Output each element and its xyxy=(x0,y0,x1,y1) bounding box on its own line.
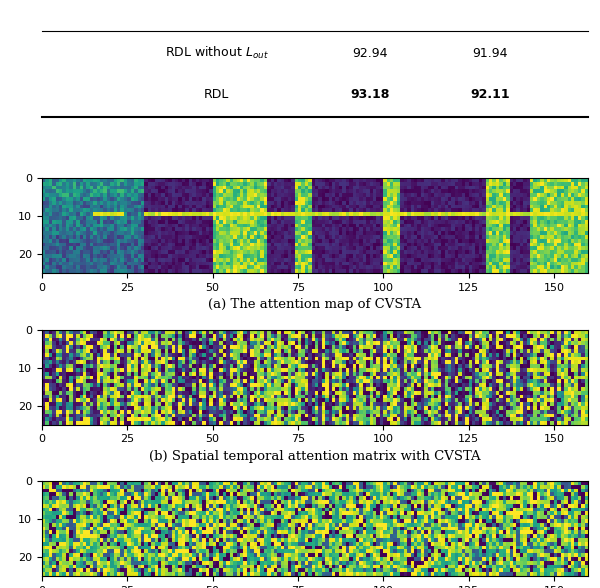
Text: 92.94: 92.94 xyxy=(352,46,388,59)
X-axis label: (a) The attention map of CVSTA: (a) The attention map of CVSTA xyxy=(208,298,422,311)
Text: RDL: RDL xyxy=(204,88,229,101)
X-axis label: (b) Spatial temporal attention matrix with CVSTA: (b) Spatial temporal attention matrix wi… xyxy=(149,450,481,463)
Text: RDL without $L_{out}$: RDL without $L_{out}$ xyxy=(165,45,269,61)
Text: 91.94: 91.94 xyxy=(472,46,508,59)
Text: 92.11: 92.11 xyxy=(470,88,509,101)
Text: 93.18: 93.18 xyxy=(350,88,389,101)
